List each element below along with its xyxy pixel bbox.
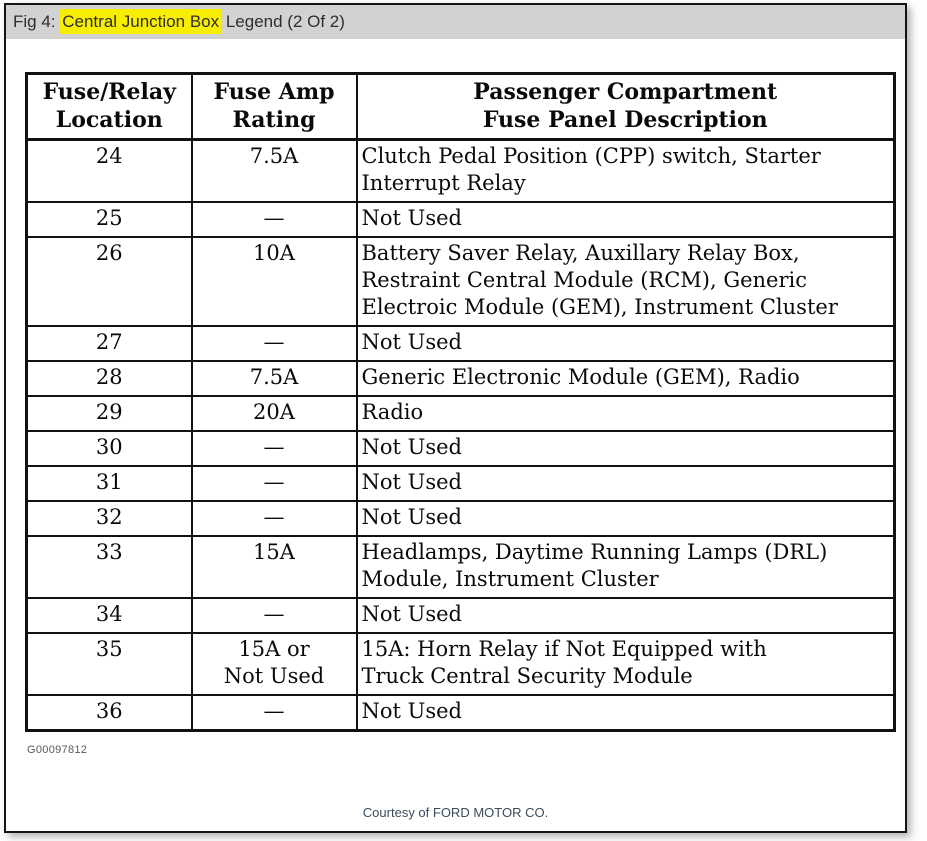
fuse-legend-table: Fuse/Relay Location Fuse Amp Rating Pass… — [25, 72, 896, 732]
cell-location: 33 — [25, 535, 193, 599]
cell-location: 32 — [25, 500, 193, 537]
table-row: 28 7.5A Generic Electronic Module (GEM), R… — [25, 360, 896, 397]
cell-location: 29 — [25, 395, 193, 432]
cell-description: Generic Electronic Module (GEM), Radio — [355, 360, 896, 397]
cell-rating: 7.5A — [190, 138, 358, 203]
cell-location: 26 — [25, 236, 193, 327]
table-row: 25— Not Used — [25, 201, 896, 238]
cell-rating: — — [190, 201, 358, 238]
cell-rating: — — [190, 500, 358, 537]
cell-location: 25 — [25, 201, 193, 238]
table-row: 35 15A or Not Used 15A: Horn Relay if Not … — [25, 632, 896, 696]
cell-description: Clutch Pedal Position (CPP) switch, Star… — [355, 138, 896, 203]
cell-rating: 10A — [190, 236, 358, 327]
document-page: Fig 4: Central Junction Box Legend (2 Of… — [4, 3, 907, 833]
caption-suffix: Legend (2 Of 2) — [221, 12, 345, 31]
cell-rating: 15A — [190, 535, 358, 599]
cell-description: Not Used — [355, 325, 896, 362]
caption-search-highlight: Central Junction Box — [60, 9, 222, 34]
cell-rating: — — [190, 597, 358, 634]
cell-location: 31 — [25, 465, 193, 502]
caption-prefix: Fig 4: — [13, 12, 61, 31]
table-row: 33 15A Headlamps, Daytime Running Lamps (D… — [25, 535, 896, 599]
cell-location: 36 — [25, 694, 193, 732]
fuse-table-header: Fuse/Relay Location Fuse Amp Rating Pass… — [25, 72, 896, 141]
cell-description: Not Used — [355, 465, 896, 502]
table-row: 27— Not Used — [25, 325, 896, 362]
cell-description: Radio — [355, 395, 896, 432]
cell-description: Not Used — [355, 694, 896, 732]
cell-location: 24 — [25, 138, 193, 203]
cell-description: Not Used — [355, 430, 896, 467]
cell-rating: — — [190, 694, 358, 732]
table-row: 34— Not Used — [25, 597, 896, 634]
table-row: 31— Not Used — [25, 465, 896, 502]
cell-rating: 7.5A — [190, 360, 358, 397]
cell-description: Battery Saver Relay, Auxillary Relay Box… — [355, 236, 896, 327]
cell-location: 34 — [25, 597, 193, 634]
header-row: Fuse/Relay Location Fuse Amp Rating Pass… — [25, 72, 896, 141]
header-fuse-amp-rating: Fuse Amp Rating — [190, 72, 358, 141]
cell-description: Headlamps, Daytime Running Lamps (DRL) M… — [355, 535, 896, 599]
table-row: 29 20A Radio — [25, 395, 896, 432]
table-row: 24 7.5A Clutch Pedal Position (CPP) switch… — [25, 138, 896, 203]
cell-description: Not Used — [355, 597, 896, 634]
cell-rating: 20A — [190, 395, 358, 432]
cell-rating: — — [190, 430, 358, 467]
header-fuse-relay-location: Fuse/Relay Location — [25, 72, 193, 141]
fuse-table-body: 24 7.5A Clutch Pedal Position (CPP) switch… — [25, 138, 896, 732]
cell-location: 30 — [25, 430, 193, 467]
courtesy-line: Courtesy of FORD MOTOR CO. — [362, 805, 549, 820]
cell-location: 35 — [25, 632, 193, 696]
table-row: 36— Not Used — [25, 694, 896, 732]
header-fuse-panel-description: Passenger Compartment Fuse Panel Descrip… — [355, 72, 896, 141]
cell-location: 28 — [25, 360, 193, 397]
cell-rating: 15A or Not Used — [190, 632, 358, 696]
figure-caption-bar: Fig 4: Central Junction Box Legend (2 Of… — [6, 5, 905, 39]
table-row: 32— Not Used — [25, 500, 896, 537]
table-row: 30— Not Used — [25, 430, 896, 467]
cell-description: 15A: Horn Relay if Not Equipped with Tru… — [355, 632, 896, 696]
cell-location: 27 — [25, 325, 193, 362]
cell-description: Not Used — [355, 500, 896, 537]
cell-rating: — — [190, 465, 358, 502]
figure-code: G00097812 — [27, 744, 88, 756]
table-row: 26 10A Battery Saver Relay, Auxillary Rela… — [25, 236, 896, 327]
cell-description: Not Used — [355, 201, 896, 238]
cell-rating: — — [190, 325, 358, 362]
